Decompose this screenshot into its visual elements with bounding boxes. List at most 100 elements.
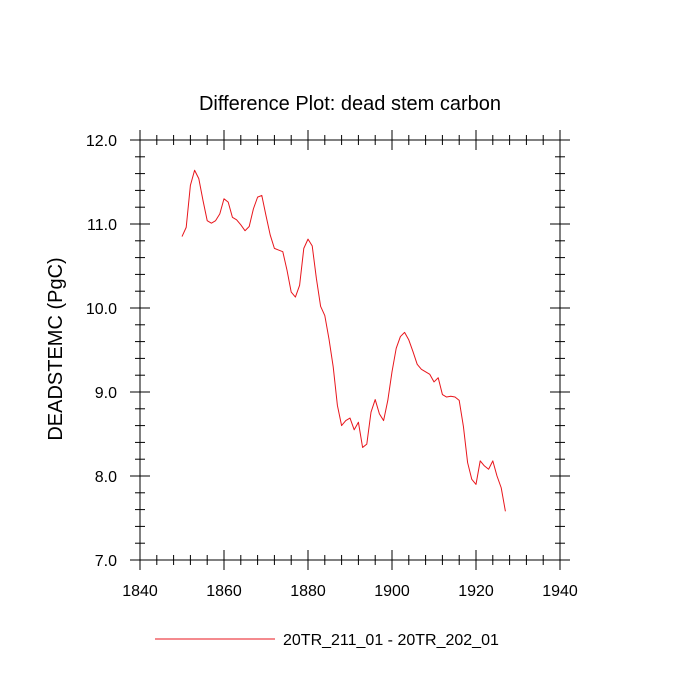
data-point (442, 394, 443, 395)
data-point (429, 374, 430, 375)
data-point (383, 420, 384, 421)
data-point (425, 371, 426, 372)
major-ticks (130, 130, 570, 570)
data-point (366, 443, 367, 444)
chart-title: Difference Plot: dead stem carbon (199, 93, 501, 115)
x-tick-labels: 1840 1860 1880 1900 1920 1940 (122, 583, 578, 600)
y-axis-label: DEADSTEMC (PgC) (45, 257, 67, 440)
data-point (278, 249, 279, 250)
data-point (265, 215, 266, 216)
data-point (249, 226, 250, 227)
data-point (219, 213, 220, 214)
data-point (341, 425, 342, 426)
data-point (492, 460, 493, 461)
data-point (480, 460, 481, 461)
data-point (244, 230, 245, 231)
data-point (467, 462, 468, 463)
data-point (391, 371, 392, 372)
data-point (375, 399, 376, 400)
data-point (240, 224, 241, 225)
data-point (463, 426, 464, 427)
data-point (379, 413, 380, 414)
y-tick-label: 10.0 (86, 301, 117, 318)
data-point (307, 239, 308, 240)
minor-ticks (135, 135, 565, 565)
y-tick-label: 8.0 (95, 469, 117, 486)
data-point (295, 296, 296, 297)
data-point (433, 381, 434, 382)
data-point (211, 223, 212, 224)
data-point (232, 217, 233, 218)
plot-frame (139, 139, 561, 561)
y-tick-label: 9.0 (95, 385, 117, 402)
data-point (408, 339, 409, 340)
data-point (459, 400, 460, 401)
data-point (190, 185, 191, 186)
data-point (328, 338, 329, 339)
data-point (438, 377, 439, 378)
data-point (261, 195, 262, 196)
data-point (345, 420, 346, 421)
data-point (223, 198, 224, 199)
x-tick-label: 1840 (122, 583, 158, 600)
data-point (484, 465, 485, 466)
data-point (333, 366, 334, 367)
x-tick-label: 1880 (290, 583, 326, 600)
data-point (286, 270, 287, 271)
data-point (412, 351, 413, 352)
legend-label: 20TR_211_01 - 20TR_202_01 (283, 632, 499, 649)
data-point (387, 400, 388, 401)
data-point (496, 475, 497, 476)
y-tick-labels: 7.0 8.0 9.0 10.0 11.0 12.0 (86, 133, 117, 570)
data-point (194, 170, 195, 171)
x-tick-label: 1920 (458, 583, 494, 600)
data-point (236, 219, 237, 220)
data-point (370, 412, 371, 413)
data-point (471, 479, 472, 480)
data-point (320, 306, 321, 307)
data-point (349, 417, 350, 418)
data-point (488, 469, 489, 470)
data-point (291, 291, 292, 292)
data-point (396, 348, 397, 349)
data-point (202, 200, 203, 201)
data-point (501, 487, 502, 488)
data-point (358, 422, 359, 423)
data-point (354, 429, 355, 430)
legend: 20TR_211_01 - 20TR_202_01 (155, 632, 499, 649)
data-point (186, 227, 187, 228)
data-point (181, 236, 182, 237)
data-point (198, 178, 199, 179)
y-tick-label: 12.0 (86, 133, 117, 150)
data-point (228, 202, 229, 203)
data-point (207, 220, 208, 221)
data-point (257, 197, 258, 198)
data-point (312, 245, 313, 246)
y-tick-label: 7.0 (95, 553, 117, 570)
data-point (282, 251, 283, 252)
x-tick-label: 1860 (206, 583, 242, 600)
data-point (505, 511, 506, 512)
data-point (299, 285, 300, 286)
x-tick-label: 1900 (374, 583, 410, 600)
x-tick-label: 1940 (542, 583, 578, 600)
data-point (274, 248, 275, 249)
data-point (253, 208, 254, 209)
data-point (324, 315, 325, 316)
data-point (404, 332, 405, 333)
data-point (454, 396, 455, 397)
data-point (400, 336, 401, 337)
data-point (421, 369, 422, 370)
y-tick-label: 11.0 (87, 217, 117, 234)
data-point (215, 220, 216, 221)
data-point (475, 484, 476, 485)
data-point (303, 248, 304, 249)
data-point (337, 405, 338, 406)
data-point (446, 396, 447, 397)
data-point (316, 278, 317, 279)
data-point (417, 364, 418, 365)
series-layer (181, 169, 506, 512)
data-point (270, 234, 271, 235)
data-point (450, 396, 451, 397)
